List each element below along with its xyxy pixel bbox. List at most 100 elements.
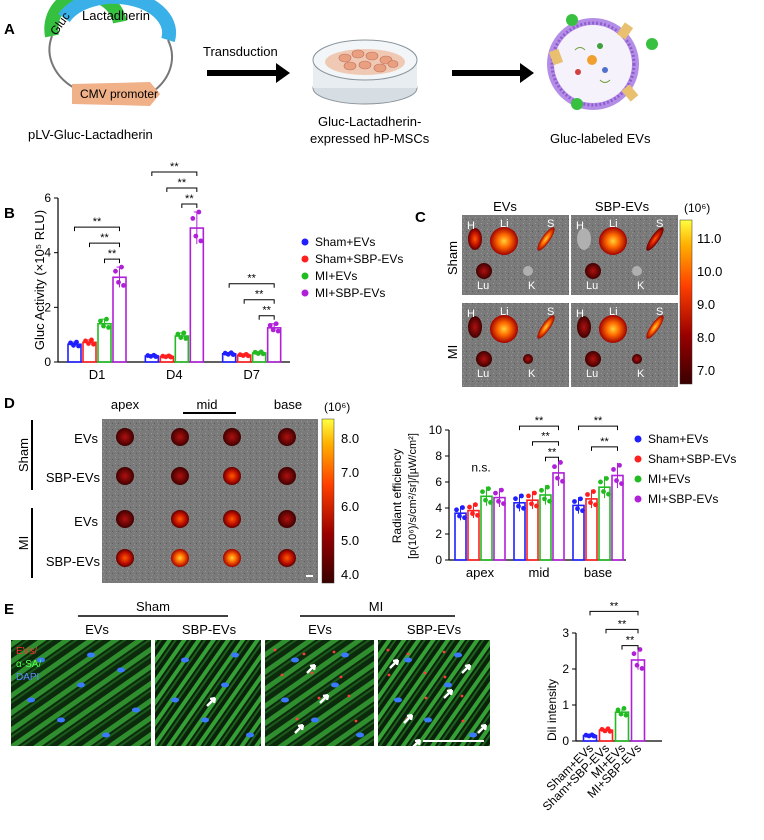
- b-legend-marker: [301, 255, 309, 263]
- c-organ-signal: [646, 315, 664, 339]
- panel-a: A Gluc Lactadherin CMV promoter pLV-Gluc…: [4, 0, 658, 146]
- d-data-point: [475, 512, 480, 518]
- d-legend-label: Sham+SBP-EVs: [648, 452, 736, 466]
- d-data-point: [560, 478, 565, 484]
- d-data-point: [516, 503, 521, 509]
- b-sig-label: **: [247, 273, 256, 285]
- b-data-point: [178, 335, 184, 340]
- d-data-point: [496, 498, 501, 504]
- panel-b-letter: B: [4, 205, 15, 222]
- transduction-label: Transduction: [203, 44, 278, 59]
- d-heart-slice-signal: [116, 549, 134, 567]
- d-ns-label: n.s.: [471, 461, 490, 475]
- d-sig-bracket: [591, 446, 618, 451]
- e-stain-label-asa: α-SA/: [16, 659, 41, 670]
- d-legend-marker: [634, 435, 642, 443]
- b-data-point: [267, 322, 273, 328]
- b-xtick-label: D1: [89, 367, 106, 382]
- d-heart-slice-signal: [223, 549, 241, 567]
- d-data-point: [547, 498, 552, 504]
- e-bar: [630, 659, 646, 742]
- c-organ-label: K: [528, 368, 536, 380]
- c-organ-label: Li: [609, 218, 618, 230]
- d-xtick-label: base: [584, 565, 612, 580]
- d-ytick-label: 6: [435, 475, 442, 489]
- d-legend-marker: [634, 455, 642, 463]
- b-sig-bracket: [151, 171, 198, 176]
- c-organ-signal: [537, 315, 555, 339]
- d-col-header-base: base: [274, 397, 302, 412]
- d-data-point: [575, 506, 580, 512]
- d-sig-label: **: [600, 436, 609, 448]
- c-organ-signal: [585, 263, 601, 279]
- e-dapi-nucleus: [404, 657, 412, 663]
- e-ev-puncta: [387, 673, 391, 677]
- b-legend-label: Sham+SBP-EVs: [315, 252, 403, 266]
- d-heart-slice-signal: [171, 467, 189, 485]
- d-row-label-2: SBP-EVs: [46, 470, 101, 485]
- d-heart-slice-signal: [171, 549, 189, 567]
- d-data-point: [457, 513, 462, 519]
- b-legend-label: MI+EVs: [315, 269, 357, 283]
- c-organ-signal: [490, 227, 518, 255]
- d-data-point: [572, 499, 577, 504]
- b-sig-label: **: [255, 289, 264, 301]
- b-data-point: [98, 318, 103, 324]
- e-dapi-nucleus: [424, 717, 432, 723]
- d-ytick-label: 4: [435, 501, 442, 515]
- e-dapi-nucleus: [132, 707, 140, 713]
- e-data-point: [634, 662, 640, 668]
- d-colorbar-tick-label: 5.0: [341, 533, 359, 548]
- b-data-point: [198, 238, 204, 244]
- b-sig-label: **: [170, 161, 179, 173]
- c-organ-label: Li: [500, 306, 509, 318]
- c-organ-label: H: [576, 308, 584, 320]
- c-organ-signal: [537, 227, 555, 251]
- d-data-point: [501, 501, 506, 506]
- c-organ-signal: [646, 227, 664, 251]
- e-data-point: [637, 647, 643, 652]
- d-data-point: [486, 486, 491, 492]
- d-heart-slice-signal: [116, 428, 134, 446]
- e-dapi-nucleus: [444, 682, 452, 688]
- e-ev-puncta: [295, 717, 299, 721]
- d-heart-slice-signal: [171, 428, 189, 446]
- c-organ-label: S: [656, 306, 663, 318]
- b-data-point: [104, 316, 109, 322]
- b-sig-bracket: [181, 203, 198, 208]
- e-dapi-nucleus: [291, 657, 299, 663]
- c-organ-label: K: [528, 280, 536, 292]
- d-data-point: [614, 478, 619, 483]
- d-ytick-label: 10: [429, 423, 443, 437]
- b-legend-marker: [301, 272, 309, 280]
- e-ytick-label: 0: [562, 734, 569, 748]
- e-dapi-nucleus: [356, 732, 364, 738]
- e-ev-puncta: [302, 652, 306, 656]
- lactadherin-segment: [58, 0, 177, 43]
- b-data-point: [275, 328, 281, 334]
- e-sig-bracket: [605, 628, 639, 634]
- d-heart-slice-signal: [278, 428, 296, 446]
- cell-dish: [312, 39, 418, 105]
- d-row-label-1: EVs: [74, 431, 98, 446]
- c-organ-signal: [476, 351, 492, 367]
- cells-label-line2: expressed hP-MSCs: [310, 131, 430, 146]
- b-legend-marker: [301, 289, 309, 297]
- e-dapi-nucleus: [246, 732, 254, 738]
- e-stain-label-dapi: DAPI: [16, 672, 39, 683]
- c-organ-signal: [468, 228, 482, 250]
- d-heart-slice-signal: [116, 510, 134, 528]
- c-organ-signal: [599, 227, 627, 255]
- d-data-point: [529, 501, 534, 507]
- e-dapi-nucleus: [37, 657, 45, 663]
- d-ytick-label: 0: [435, 553, 442, 567]
- d-data-point: [552, 464, 557, 470]
- e-sig-label: **: [618, 618, 627, 630]
- b-sig-label: **: [178, 177, 187, 189]
- c-organ-label: Li: [500, 218, 509, 230]
- e-ev-puncta: [423, 671, 427, 675]
- d-data-point: [539, 487, 544, 493]
- e-ev-puncta: [424, 696, 428, 700]
- b-data-point: [230, 352, 236, 357]
